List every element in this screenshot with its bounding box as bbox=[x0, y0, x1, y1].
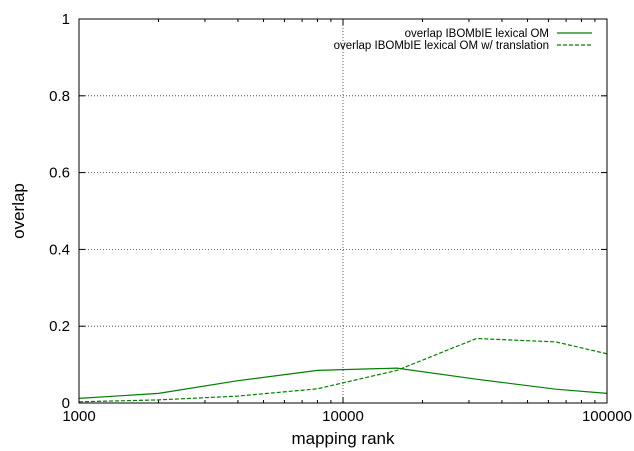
y-tick-label: 0.8 bbox=[49, 88, 70, 105]
x-tick-label: 100000 bbox=[582, 408, 632, 425]
series-line-1 bbox=[78, 367, 608, 399]
series-lines bbox=[78, 337, 608, 403]
y-tick-label: 0.2 bbox=[49, 318, 70, 335]
y-tick-label: 0 bbox=[62, 395, 70, 412]
x-axis-title: mapping rank bbox=[291, 429, 395, 448]
legend-label: overlap IBOMbIE lexical OM w/ translatio… bbox=[334, 40, 549, 52]
y-axis-title: overlap bbox=[9, 183, 28, 239]
y-tick-label: 1 bbox=[62, 11, 70, 28]
grid bbox=[79, 19, 607, 403]
axis-ticks: 0 0.2 0.4 0.6 0.8 1 1000 10000 100000 bbox=[49, 11, 632, 425]
x-tick-label: 10000 bbox=[322, 408, 364, 425]
y-tick-label: 0.6 bbox=[49, 165, 70, 182]
plot-frame bbox=[78, 18, 608, 404]
legend-label: overlap IBOMbIE lexical OM bbox=[405, 28, 549, 40]
y-tick-label: 0.4 bbox=[49, 241, 70, 258]
x-tick-label: 1000 bbox=[62, 408, 95, 425]
series-line-2 bbox=[78, 337, 608, 403]
